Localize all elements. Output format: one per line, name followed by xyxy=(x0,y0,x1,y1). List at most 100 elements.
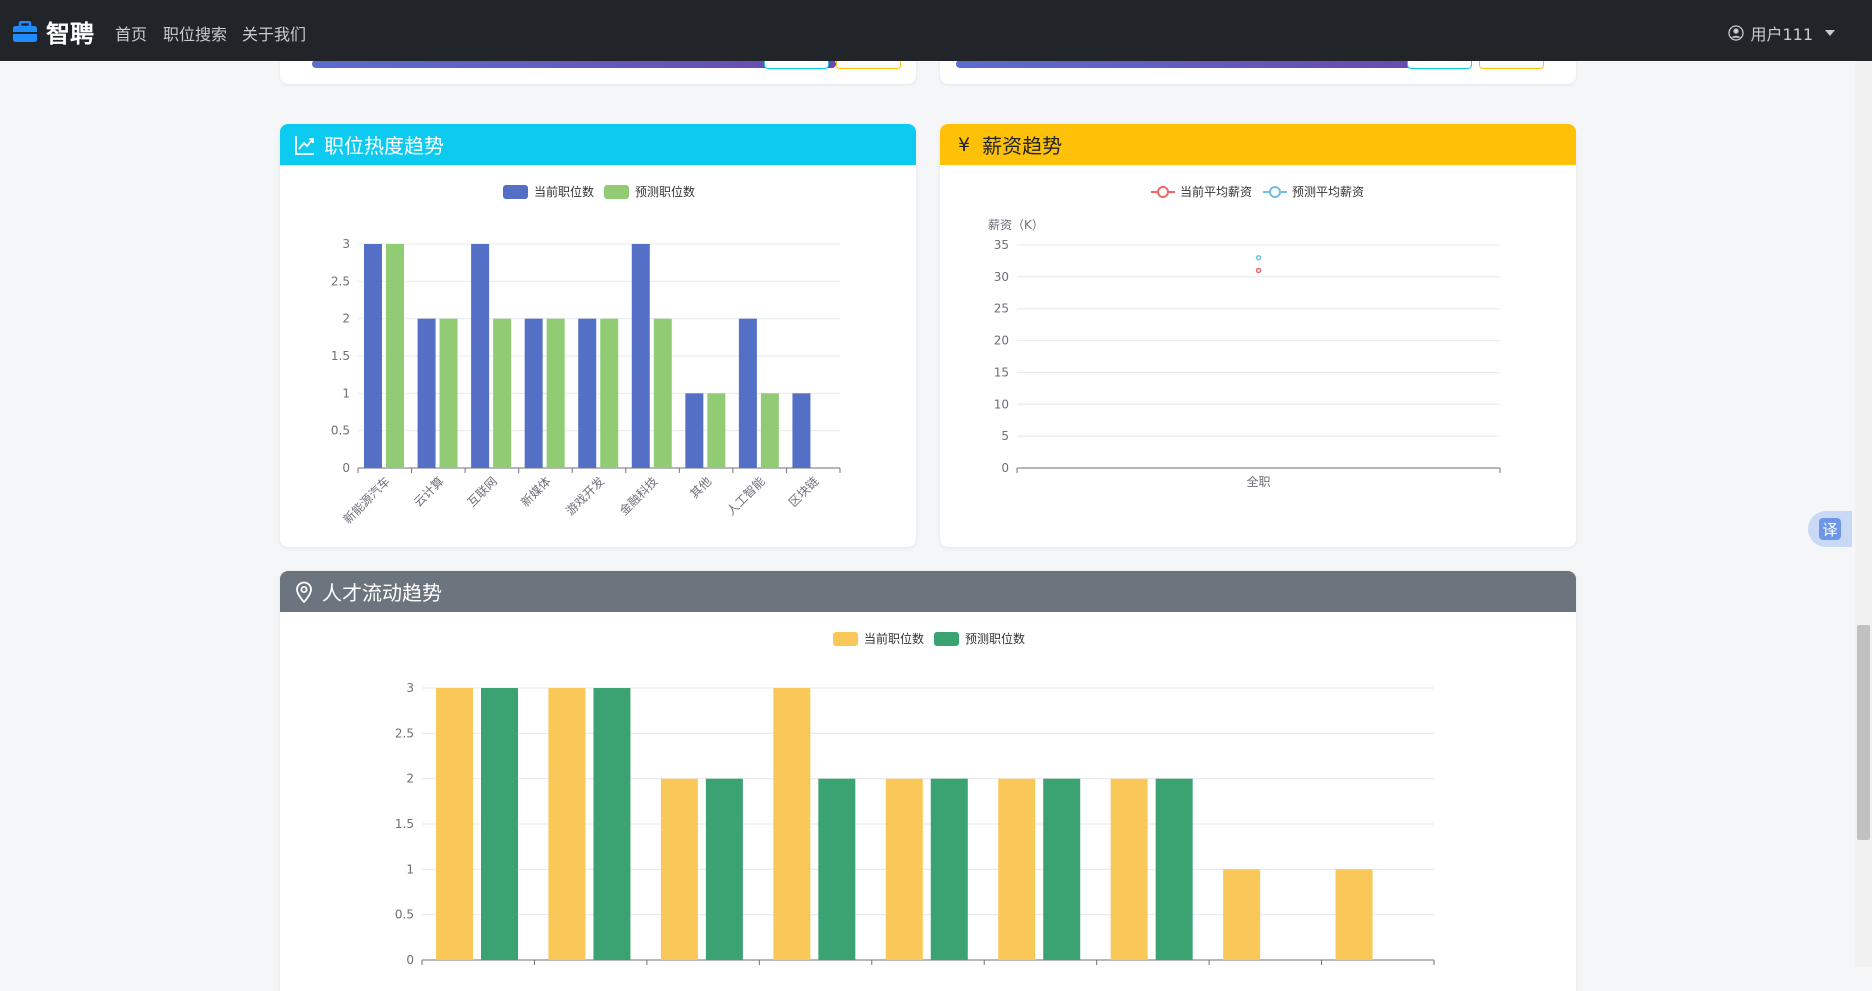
x-tick-label: 金融科技 xyxy=(616,474,661,519)
chart-legend: 当前职位数 预测职位数 xyxy=(503,183,705,200)
scrollbar-thumb[interactable] xyxy=(1857,625,1870,840)
y-tick-label: 0 xyxy=(406,953,414,967)
bar xyxy=(930,778,968,960)
legend-item[interactable]: 预测职位数 xyxy=(604,183,695,200)
legend-item[interactable]: 当前平均薪资 xyxy=(1150,183,1252,200)
bar xyxy=(436,688,473,960)
trend-up-icon xyxy=(294,134,316,156)
y-tick-label: 1 xyxy=(342,386,350,400)
bar xyxy=(593,688,631,960)
nav-job-search[interactable]: 职位搜索 xyxy=(163,25,228,44)
data-point xyxy=(1255,254,1262,261)
y-tick-label: 2 xyxy=(406,772,414,786)
card-title: 人才流动趋势 xyxy=(322,581,442,605)
y-tick-label: 1.5 xyxy=(395,817,414,831)
bar xyxy=(773,688,811,960)
bar xyxy=(548,688,586,960)
bar xyxy=(546,318,565,468)
salary-trend-card: ¥ 薪资趋势 当前平均薪资 预测平均薪资 0 5 10 15 20 25 30 35 薪资（K）… xyxy=(940,124,1576,547)
card-header: 职位热度趋势 xyxy=(280,124,916,165)
user-name: 用户111 xyxy=(1750,25,1813,44)
card-title: 薪资趋势 xyxy=(982,134,1063,158)
chart-legend: 当前平均薪资 预测平均薪资 xyxy=(1150,183,1374,200)
chevron-down-icon xyxy=(1825,30,1835,36)
action-button[interactable] xyxy=(764,60,829,69)
card-header: 人才流动趋势 xyxy=(280,571,1576,612)
bar xyxy=(1155,778,1193,960)
action-button[interactable] xyxy=(1479,60,1544,69)
bar xyxy=(364,244,382,468)
y-tick-label: 3 xyxy=(342,237,350,251)
bar xyxy=(792,393,811,468)
progress-bar xyxy=(312,60,836,68)
legend-item[interactable]: 当前职位数 xyxy=(503,183,594,200)
user-menu[interactable]: 用户111 xyxy=(1728,21,1835,45)
bar xyxy=(760,393,779,468)
x-tick-label: 互联网 xyxy=(465,474,500,509)
legend-item[interactable]: 预测平均薪资 xyxy=(1262,183,1364,200)
bar xyxy=(524,318,543,468)
bar xyxy=(738,318,757,468)
x-tick-label: 游戏开发 xyxy=(563,474,608,519)
location-pin-icon xyxy=(294,581,314,603)
bar xyxy=(818,778,856,960)
x-tick-label: 全职 xyxy=(1246,474,1270,489)
action-button[interactable] xyxy=(1407,60,1472,69)
y-tick-label: 0.5 xyxy=(331,424,350,438)
y-tick-label: 2 xyxy=(342,312,350,326)
y-tick-label: 35 xyxy=(994,238,1009,252)
top-navbar: 智聘 首页 职位搜索 关于我们 用户111 xyxy=(0,0,1872,61)
brand[interactable]: 智聘 xyxy=(12,14,94,49)
y-tick-label: 0 xyxy=(342,461,350,475)
talent-flow-card: 人才流动趋势 当前职位数 预测职位数 0 0.5 1 1.5 2 2.5 3 xyxy=(280,571,1576,991)
x-tick-label: 人工智能 xyxy=(723,474,768,519)
chart-legend: 当前职位数 预测职位数 xyxy=(833,630,1035,647)
x-tick-label: 新媒体 xyxy=(517,474,553,510)
briefcase-icon xyxy=(13,20,37,42)
y-tick-label: 3 xyxy=(406,681,414,695)
nav-about[interactable]: 关于我们 xyxy=(242,25,307,44)
bar xyxy=(1223,869,1261,960)
y-tick-label: 1 xyxy=(406,862,414,876)
bar xyxy=(493,318,512,468)
bar xyxy=(1335,869,1373,960)
y-tick-label: 15 xyxy=(994,365,1009,379)
bar xyxy=(660,778,698,960)
translate-button[interactable]: 译 xyxy=(1808,511,1852,547)
legend-item[interactable]: 预测职位数 xyxy=(934,630,1025,647)
bar xyxy=(631,244,650,468)
y-tick-label: 0.5 xyxy=(395,908,414,922)
hot-bar-chart: 0 0.5 1 1.5 2 2.5 3 新能源汽车 云计算 互联网 新媒体 游戏开发 金融科技 其他 人工智… xyxy=(331,237,841,527)
card-header: ¥ 薪资趋势 xyxy=(940,124,1576,165)
bar xyxy=(685,393,704,468)
y-tick-label: 0 xyxy=(1001,461,1009,475)
x-tick-label: 其他 xyxy=(687,474,714,501)
y-tick-label: 2.5 xyxy=(395,726,414,740)
progress-bar xyxy=(956,60,1416,68)
bar xyxy=(600,318,619,468)
hot-trend-card: 职位热度趋势 当前职位数 预测职位数 0 0.5 1 1.5 2 2.5 3 新能源汽车 云计算… xyxy=(280,124,916,547)
y-tick-label: 30 xyxy=(994,270,1009,284)
bar xyxy=(707,393,726,468)
x-tick-label: 区块链 xyxy=(785,474,821,510)
y-tick-label: 20 xyxy=(994,334,1009,348)
y-tick-label: 1.5 xyxy=(331,349,350,363)
bar xyxy=(481,688,518,960)
brand-name: 智聘 xyxy=(46,20,94,48)
yen-icon: ¥ xyxy=(958,133,971,156)
nav-home[interactable]: 首页 xyxy=(115,25,148,44)
bar xyxy=(1043,778,1081,960)
y-tick-label: 5 xyxy=(1001,429,1009,443)
action-button[interactable] xyxy=(836,60,901,69)
flow-bar-chart: 0 0.5 1 1.5 2 2.5 3 xyxy=(395,681,1435,967)
y-tick-label: 10 xyxy=(994,397,1009,411)
translate-label: 译 xyxy=(1819,518,1841,540)
legend-item[interactable]: 当前职位数 xyxy=(833,630,924,647)
card-title: 职位热度趋势 xyxy=(324,134,444,158)
x-tick-label: 云计算 xyxy=(410,474,446,510)
user-circle-icon xyxy=(1728,25,1745,41)
y-tick-label: 25 xyxy=(994,302,1009,316)
bar xyxy=(386,244,404,468)
bar xyxy=(578,318,597,468)
x-tick-label: 新能源汽车 xyxy=(340,474,393,527)
